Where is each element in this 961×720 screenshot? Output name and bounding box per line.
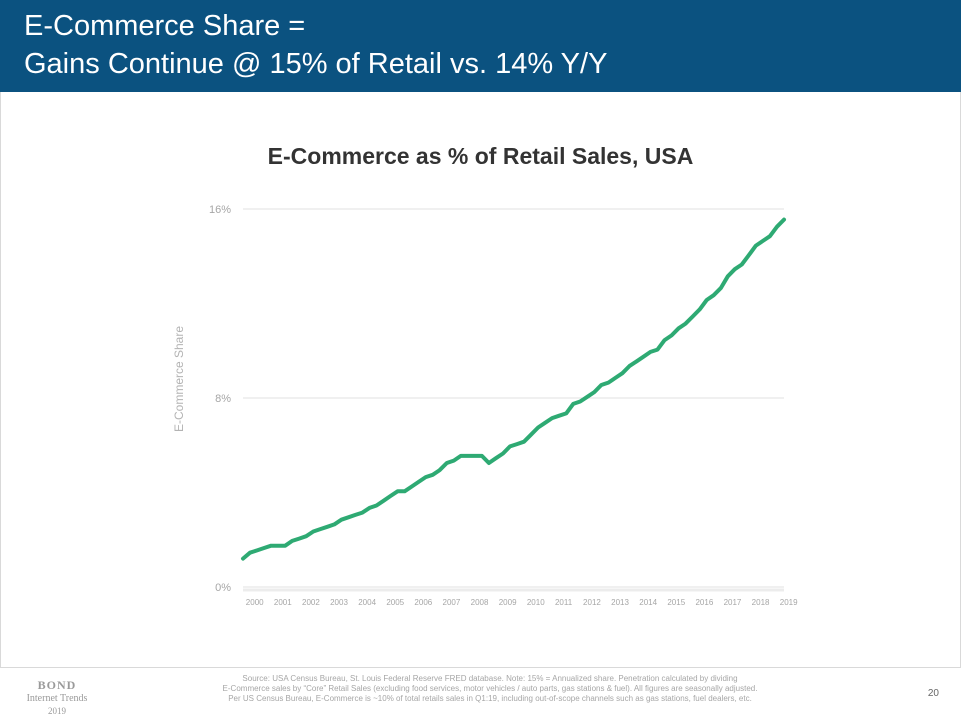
logo-line2: Internet Trends (26, 693, 88, 704)
x-tick-label: 2013 (611, 598, 629, 607)
source-line1: Source: USA Census Bureau, St. Louis Fed… (242, 674, 738, 683)
y-tick-label: 0% (215, 582, 231, 594)
x-tick-label: 2001 (274, 598, 292, 607)
x-tick-label: 2003 (330, 598, 348, 607)
page-number: 20 (927, 688, 939, 699)
x-tick-label: 2012 (583, 598, 601, 607)
x-tick-label: 2015 (667, 598, 685, 607)
x-tick-label: 2007 (443, 598, 461, 607)
logo-line1: BOND (37, 678, 77, 692)
x-tick-label: 2018 (752, 598, 770, 607)
slide-title-line1: E-Commerce Share = (24, 10, 306, 42)
x-tick-label: 2019 (780, 598, 798, 607)
x-tick-label: 2011 (555, 598, 573, 607)
x-tick-label: 2008 (471, 598, 489, 607)
series-line-0 (241, 217, 786, 561)
x-tick-label: 2014 (639, 598, 657, 607)
x-tick-label: 2005 (386, 598, 404, 607)
x-tick-label: 2006 (414, 598, 432, 607)
source-line3: Per US Census Bureau, E-Commerce is ~10%… (228, 694, 752, 703)
x-tick-label: 2000 (246, 598, 264, 607)
x-tick-label: 2004 (358, 598, 376, 607)
x-tick-label: 2009 (499, 598, 517, 607)
slide-frame-left (0, 92, 1, 667)
y-tick-label: 16% (209, 204, 231, 216)
chart-title: E-Commerce as % of Retail Sales, USA (267, 143, 694, 169)
slide-title-line2: Gains Continue @ 15% of Retail vs. 14% Y… (24, 48, 608, 80)
y-axis-label: E-Commerce Share (172, 326, 186, 432)
x-tick-label: 2017 (724, 598, 742, 607)
x-tick-label: 2016 (695, 598, 713, 607)
footer-divider (0, 667, 961, 668)
x-tick-label: 2002 (302, 598, 320, 607)
y-tick-label: 8% (215, 393, 231, 405)
bond-logo: BOND Internet Trends 2019 (12, 678, 102, 717)
logo-line3: 2019 (48, 706, 66, 716)
source-line2: E-Commerce sales by “Core” Retail Sales … (222, 684, 758, 693)
source-note: Source: USA Census Bureau, St. Louis Fed… (150, 674, 830, 704)
slide-header: E-Commerce Share = Gains Continue @ 15% … (0, 0, 961, 92)
x-tick-label: 2010 (527, 598, 545, 607)
